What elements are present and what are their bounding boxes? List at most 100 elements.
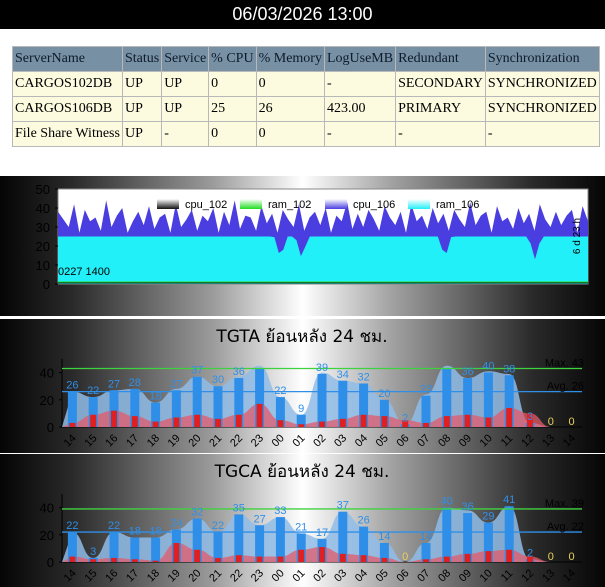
column-header: % CPU [208,46,257,72]
data-label: 36 [461,501,473,513]
data-label: 9 [298,403,304,415]
y-tick-label: 20 [40,528,54,543]
data-label: 17 [316,527,328,539]
table-header-row: ServerName Status Service% CPU% Memory LogU… [12,46,600,72]
value-bar [338,511,348,562]
value-bar [421,395,431,427]
legend-swatch [240,199,262,209]
red-bar [423,559,429,562]
red-bar [256,556,263,562]
value-bar [234,378,244,427]
data-label: 23 [420,384,432,396]
red-bar [256,403,263,427]
table-cell: UP [161,71,210,97]
value-bar [379,399,389,427]
max-label: Max. 43 [545,358,584,370]
table-cell: 0 [208,121,257,147]
table-cell: 26 [255,96,325,122]
y-tick-label: 10 [36,258,50,273]
value-bar [213,386,223,427]
red-bar [90,559,97,562]
table-cell: 0 [255,121,325,147]
data-label: 27 [170,378,182,390]
data-label: 0 [548,416,554,428]
y-tick-label: 0 [47,420,54,435]
table-cell: 423.00 [323,96,397,122]
red-bar [131,416,138,427]
table-cell: SYNCHRONIZED [484,96,600,122]
legend-swatch [325,199,347,209]
red-bar [194,549,201,562]
data-label: 18 [149,391,161,403]
data-label: 22 [66,520,78,532]
data-label: 0 [548,551,554,563]
red-bar [173,417,180,427]
table-cell: - [161,121,210,147]
data-label: 32 [357,371,369,383]
data-label: 18 [149,526,161,538]
red-bar [215,557,221,562]
tgta-chart-panel: TGTA ย้อนหลัง 24 ชม. 0 20 40 Max. 43 Avg. 26 2… [0,319,605,453]
table-cell: 25 [208,96,257,122]
data-label: 22 [274,385,286,397]
data-label: 0 [402,551,408,563]
data-label: 22 [108,520,120,532]
data-label: 3 [90,546,96,558]
data-label: 30 [212,374,224,386]
table-body: CARGOS102DB UP UP 0 0- SECONDARY SYNCHRONIZED C… [12,71,600,147]
red-bar [111,410,117,427]
data-label: 0 [569,551,575,563]
value-bar [130,537,140,562]
y-tick-label: 40 [36,201,50,216]
value-bar [213,532,223,562]
legend-item: cpu_106 [325,199,395,211]
red-bar [69,422,76,427]
red-bar [235,414,242,427]
value-bar [88,397,98,427]
value-bar [421,542,431,562]
y-tick-label: 40 [40,501,54,516]
value-bar [296,414,306,427]
red-bar [527,556,533,562]
table-cell: - [484,121,600,147]
data-label: 22 [212,520,224,532]
value-bar [504,375,514,427]
value-bar [67,391,77,427]
value-bar [171,390,181,427]
legend-label-ram-106: ram_106 [436,199,479,211]
column-header: Service [161,46,210,72]
table-cell: SYNCHRONIZED [484,71,600,97]
red-bar [194,414,201,427]
value-bar [109,532,119,562]
value-bar [296,533,306,562]
performance-chart: 0 10 20 30 40 50 cpu_102 ram_102 cpu_106 ram_106 0… [0,176,605,316]
y-tick-label: 50 [36,182,50,197]
max-label: Max. 39 [545,498,584,510]
table-cell: - [323,121,397,147]
red-bar [339,418,346,427]
data-label: 27 [108,378,120,390]
data-label: 18 [129,526,141,538]
red-bar [152,560,159,562]
column-header: LogUseMB [323,46,397,72]
red-bar [339,553,346,562]
value-bar [255,368,265,427]
y-tick-label: 40 [40,366,54,381]
data-label: 14 [378,531,390,543]
data-label: 41 [503,494,515,506]
red-bar [298,424,305,427]
red-bar [215,418,221,427]
table-cell: - [323,71,397,97]
tgca-chart-panel: TGCA ย้อนหลัง 24 ชม. 0 20 40 Max. 39 Avg. 22 2… [0,454,605,587]
value-bar [504,506,514,562]
data-label: 2 [402,412,408,424]
data-label: 29 [482,511,494,523]
value-bar [275,517,285,562]
value-bar [275,397,285,427]
red-bar [443,416,450,427]
value-bar [442,368,452,427]
value-bar [359,526,369,562]
y-tick-label: 0 [43,277,50,292]
data-label: 26 [66,380,78,392]
red-bar [277,556,284,562]
